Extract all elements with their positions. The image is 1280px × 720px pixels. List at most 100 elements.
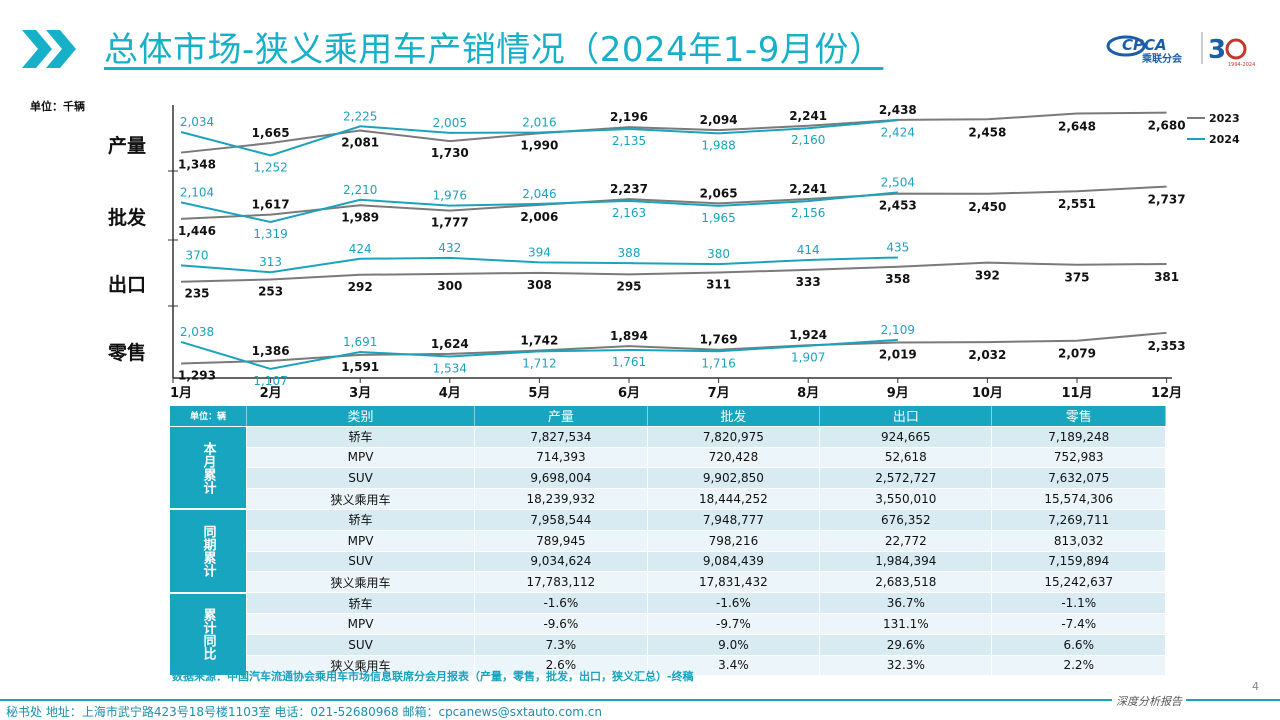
table-group-label: 累计同比 — [170, 592, 247, 677]
table-value-cell: 2.2% — [991, 655, 1166, 677]
x-tick-label: 5月 — [528, 386, 550, 401]
table-row: SUV 9,698,004 9,902,850 2,572,727 7,632,075 — [170, 467, 1166, 490]
data-label-2023: 1,591 — [341, 360, 379, 374]
data-label-2023: 295 — [616, 279, 641, 293]
data-label-2024: 2,104 — [180, 185, 214, 199]
table-category-cell: 轿车 — [246, 426, 476, 448]
table-value-cell: 720,428 — [647, 447, 821, 469]
title-bar: 总体市场-狭义乘用车产销情况（2024年1-9月份） CPCA 乘联分会 3 1… — [0, 0, 1280, 90]
data-label-2023: 2,094 — [700, 113, 738, 127]
table-category-cell: MPV — [246, 447, 476, 469]
table-unit-label: 单位：辆 — [170, 406, 247, 427]
data-label-2024: 432 — [438, 241, 461, 255]
table-header: 零售 — [991, 406, 1166, 427]
data-label-2023: 1,617 — [252, 198, 290, 212]
table-value-cell: 7.3% — [474, 634, 648, 656]
data-label-2024: 2,016 — [522, 116, 556, 130]
chevron-right-icon — [22, 30, 76, 68]
data-label-2023: 292 — [348, 280, 373, 294]
x-tick-label: 9月 — [887, 386, 909, 401]
data-label-2023: 2,438 — [879, 103, 917, 117]
data-label-2024: 2,034 — [180, 115, 214, 129]
data-label-2023: 311 — [706, 277, 731, 291]
series-line-2024 — [180, 338, 898, 370]
data-label-2023: 2,551 — [1058, 197, 1096, 211]
table-row: MPV -9.6% -9.7% 131.1% -7.4% — [170, 613, 1166, 635]
data-label-2023: 1,742 — [520, 334, 558, 348]
data-label-2023: 300 — [437, 279, 462, 293]
table-row: 同期累计 轿车 7,958,544 7,948,777 676,352 7,269,711 — [170, 509, 1166, 594]
data-label-2023: 1,990 — [520, 138, 558, 152]
table-value-cell: -9.7% — [647, 613, 821, 635]
data-label-2023: 2,453 — [879, 199, 917, 213]
data-label-2023: 2,006 — [520, 210, 558, 224]
data-label-2023: 2,648 — [1058, 120, 1096, 134]
table-value-cell: 9,034,624 — [474, 551, 648, 573]
data-label-2024: 1,761 — [612, 355, 646, 369]
data-label-2023: 1,348 — [178, 158, 216, 172]
data-label-2023: 1,777 — [431, 216, 469, 230]
table-value-cell: 52,618 — [819, 447, 993, 469]
table-header: 批发 — [647, 406, 821, 427]
table-row: SUV 7.3% 9.0% 29.6% 6.6% — [170, 634, 1166, 656]
series-line-2024 — [180, 119, 898, 157]
table-value-cell: 17,783,112 — [474, 571, 648, 594]
series-line-2023 — [180, 111, 1167, 154]
page-title: 总体市场-狭义乘用车产销情况（2024年1-9月份） — [104, 30, 884, 70]
table-value-cell: 1,984,394 — [819, 551, 993, 573]
svg-text:乘联分会: 乘联分会 — [1141, 52, 1182, 65]
data-label-2023: 381 — [1154, 270, 1179, 284]
table-category-cell: MPV — [246, 530, 476, 552]
table-value-cell: 9,084,439 — [647, 551, 821, 573]
data-label-2024: 394 — [528, 245, 551, 259]
table-value-cell: -1.6% — [647, 592, 821, 614]
table-value-cell: 131.1% — [819, 613, 993, 635]
data-label-2024: 2,046 — [522, 187, 556, 201]
data-label-2023: 1,446 — [178, 224, 216, 238]
data-label-2023: 1,924 — [789, 328, 827, 342]
x-tick-label: 12月 — [1151, 386, 1182, 401]
data-table: 单位：辆 类别 产量 批发 出口 零售 本月累计 轿车 7,827,534 7,820… — [170, 406, 1166, 677]
data-label-2024: 2,038 — [180, 325, 214, 339]
table-header: 产量 — [474, 406, 648, 427]
data-label-2024: 2,160 — [791, 133, 825, 147]
table-value-cell: 7,632,075 — [991, 467, 1166, 490]
data-label-2023: 2,680 — [1148, 119, 1186, 133]
x-tick-label: 7月 — [708, 386, 730, 401]
x-tick-label: 8月 — [797, 386, 819, 401]
footer-contact: 秘书处 地址：上海市武宁路423号18号楼1103室 电话：021-526809… — [6, 705, 603, 719]
data-label-2023: 358 — [885, 272, 910, 286]
data-label-2023: 308 — [527, 278, 552, 292]
table-category-cell: SUV — [246, 551, 476, 573]
table-value-cell: 2.6% — [474, 655, 648, 677]
x-tick-label: 11月 — [1061, 386, 1092, 401]
footer-divider — [0, 699, 1280, 701]
panel-label-retail: 零售 — [108, 342, 147, 364]
data-label-2024: 380 — [707, 247, 730, 261]
data-label-2024: 388 — [618, 246, 641, 260]
table-value-cell: 6.6% — [991, 634, 1166, 656]
table-value-cell: 15,242,637 — [991, 571, 1166, 594]
table-value-cell: 7,269,711 — [991, 509, 1166, 531]
data-label-2023: 2,196 — [610, 110, 648, 124]
series-line-2023 — [180, 261, 1167, 283]
panel-label-production: 产量 — [108, 135, 147, 157]
data-label-2024: 1,907 — [791, 351, 825, 365]
data-source-note: 数据来源：中国汽车流通协会乘用车市场信息联席分会月报表（产量，零售，批发，出口，… — [172, 670, 694, 683]
data-label-2023: 392 — [975, 269, 1000, 283]
table-value-cell: -7.4% — [991, 613, 1166, 635]
legend-label: 2024 — [1209, 133, 1240, 146]
data-label-2024: 1,252 — [253, 160, 287, 174]
data-label-2024: 1,534 — [433, 362, 467, 376]
data-label-2023: 2,019 — [879, 347, 917, 361]
data-label-2024: 1,691 — [343, 335, 377, 349]
data-label-2023: 2,241 — [789, 182, 827, 196]
data-label-2023: 1,624 — [431, 337, 469, 351]
data-label-2023: 235 — [184, 287, 209, 301]
table-category-cell: 狭义乘用车 — [246, 488, 476, 510]
data-label-2023: 253 — [258, 285, 283, 299]
table-value-cell: 2,683,518 — [819, 571, 993, 594]
table-header: 出口 — [819, 406, 993, 427]
table-value-cell: 36.7% — [819, 592, 993, 614]
data-label-2023: 1,894 — [610, 329, 648, 343]
